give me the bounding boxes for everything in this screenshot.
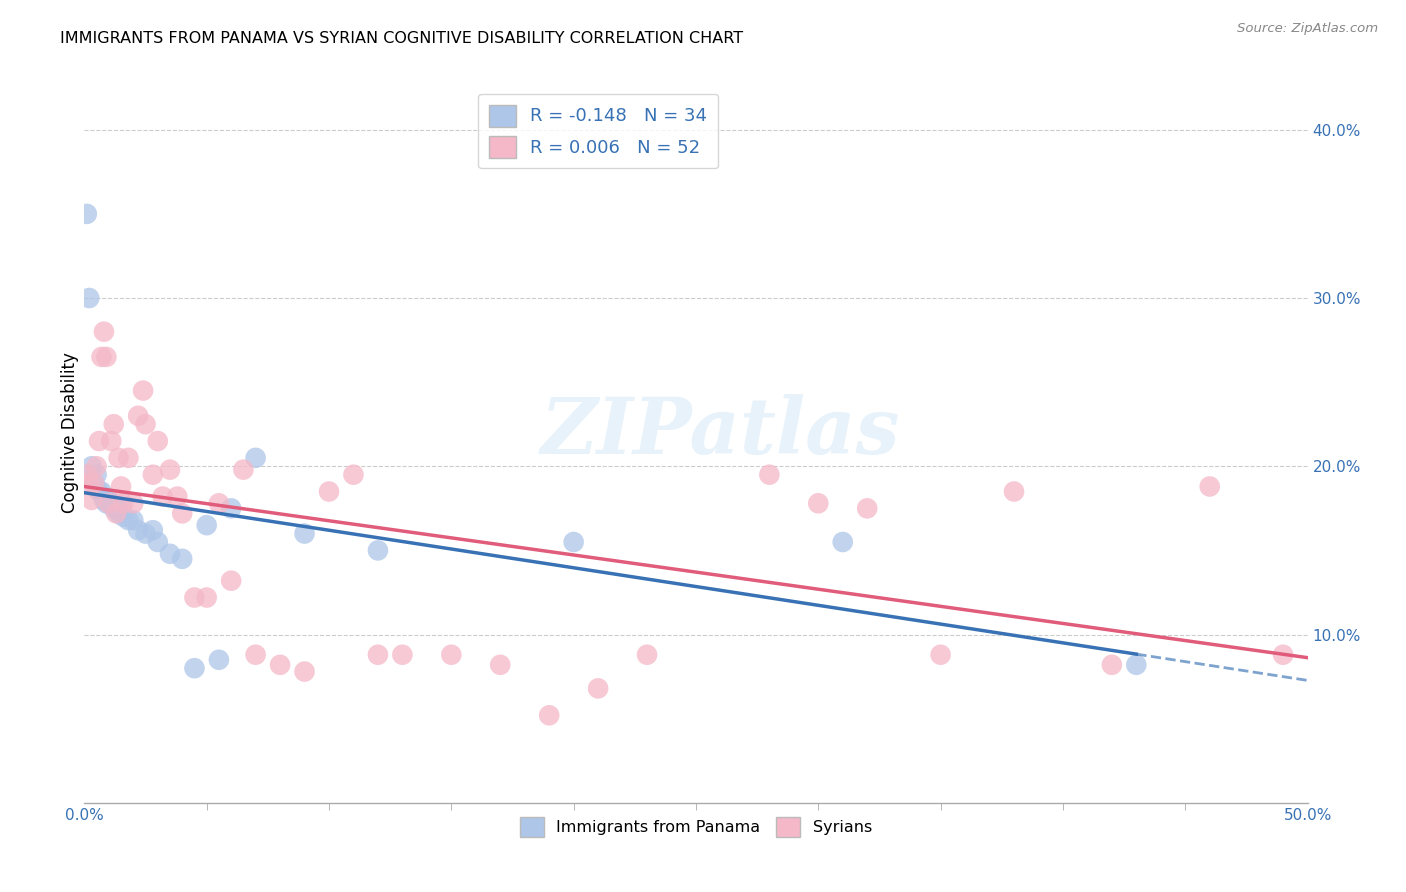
Point [97, 496, 120, 510]
Point [586, 681, 609, 696]
Point [86, 467, 108, 482]
Point [112, 509, 135, 524]
Point [245, 648, 267, 662]
Point [152, 490, 174, 504]
Point [183, 591, 205, 605]
Point [159, 462, 181, 476]
Point [831, 535, 853, 549]
Point [103, 417, 125, 432]
Y-axis label: Cognitive Disability: Cognitive Disability [60, 352, 79, 513]
Point [489, 657, 512, 672]
Point [87, 484, 110, 499]
Point [97, 492, 120, 507]
Point [90, 350, 112, 364]
Point [90, 484, 112, 499]
Point [105, 501, 128, 516]
Text: ZIPatlas: ZIPatlas [541, 394, 900, 471]
Point [122, 513, 145, 527]
Point [232, 462, 254, 476]
Point [294, 665, 316, 679]
Point [562, 535, 585, 549]
Point [146, 535, 169, 549]
Text: Source: ZipAtlas.com: Source: ZipAtlas.com [1237, 22, 1378, 36]
Point [83, 476, 105, 491]
Point [183, 661, 205, 675]
Point [96, 496, 118, 510]
Point [142, 523, 165, 537]
Point [77, 291, 100, 305]
Point [132, 384, 155, 398]
Point [146, 434, 169, 448]
Point [172, 551, 194, 566]
Text: IMMIGRANTS FROM PANAMA VS SYRIAN COGNITIVE DISABILITY CORRELATION CHART: IMMIGRANTS FROM PANAMA VS SYRIAN COGNITI… [60, 31, 742, 46]
Point [135, 417, 157, 432]
Point [103, 501, 125, 516]
Point [208, 496, 231, 510]
Point [929, 648, 952, 662]
Point [172, 507, 194, 521]
Point [367, 543, 389, 558]
Point [122, 496, 145, 510]
Point [110, 479, 132, 493]
Point [1101, 657, 1123, 672]
Point [758, 467, 780, 482]
Point [367, 648, 389, 662]
Point [80, 459, 103, 474]
Point [294, 526, 316, 541]
Point [96, 350, 118, 364]
Point [219, 501, 242, 516]
Point [135, 526, 157, 541]
Point [112, 496, 135, 510]
Point [1198, 479, 1220, 493]
Point [93, 325, 115, 339]
Point [83, 476, 105, 491]
Point [1125, 657, 1147, 672]
Point [77, 476, 100, 491]
Point [195, 591, 218, 605]
Point [142, 467, 165, 482]
Point [117, 513, 139, 527]
Point [105, 507, 128, 521]
Point [127, 523, 149, 537]
Point [1002, 484, 1025, 499]
Point [342, 467, 364, 482]
Point [440, 648, 463, 662]
Point [636, 648, 658, 662]
Point [117, 450, 139, 465]
Point [166, 490, 188, 504]
Point [127, 409, 149, 423]
Point [80, 492, 103, 507]
Legend: Immigrants from Panama, Syrians: Immigrants from Panama, Syrians [513, 811, 879, 843]
Point [208, 653, 231, 667]
Point [76, 467, 98, 482]
Point [856, 501, 879, 516]
Point [245, 450, 267, 465]
Point [87, 434, 110, 448]
Point [159, 547, 181, 561]
Point [538, 708, 561, 723]
Point [76, 207, 98, 221]
Point [1272, 648, 1295, 662]
Point [807, 496, 830, 510]
Point [100, 496, 122, 510]
Point [93, 492, 115, 507]
Point [269, 657, 291, 672]
Point [107, 507, 129, 521]
Point [219, 574, 242, 588]
Point [318, 484, 340, 499]
Point [86, 459, 108, 474]
Point [100, 434, 122, 448]
Point [110, 501, 132, 516]
Point [195, 518, 218, 533]
Point [107, 450, 129, 465]
Point [391, 648, 413, 662]
